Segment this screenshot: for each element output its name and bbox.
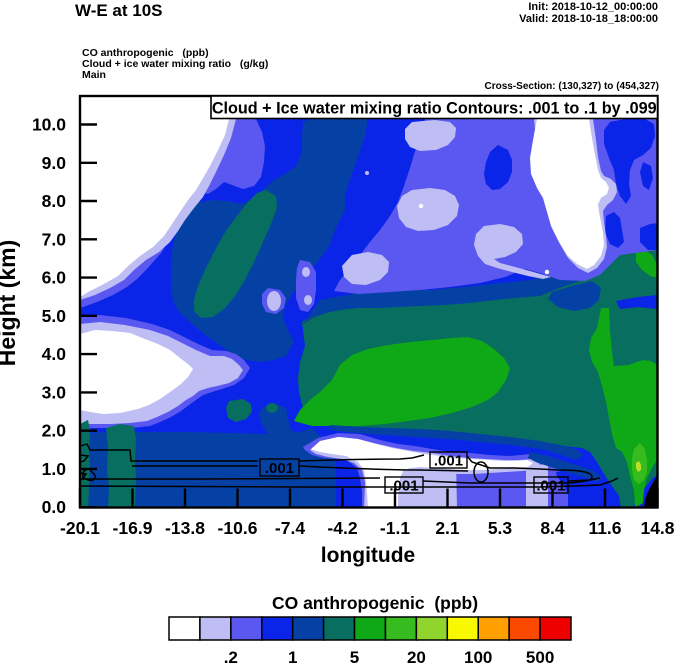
svg-text:7.0: 7.0	[42, 229, 67, 249]
svg-text:5: 5	[350, 648, 359, 667]
svg-text:10.0: 10.0	[32, 115, 66, 135]
svg-text:2.0: 2.0	[42, 421, 67, 441]
svg-text:2.1: 2.1	[435, 518, 460, 538]
svg-text:Valid: 2018-10-18_18:00:00: Valid: 2018-10-18_18:00:00	[519, 13, 658, 25]
svg-text:4.0: 4.0	[42, 344, 67, 364]
svg-text:5.0: 5.0	[42, 306, 67, 326]
svg-text:.001: .001	[434, 453, 463, 470]
svg-text:9.0: 9.0	[42, 153, 67, 173]
svg-text:500: 500	[526, 648, 554, 667]
svg-text:.001: .001	[265, 460, 294, 477]
svg-text:-13.8: -13.8	[165, 518, 205, 538]
svg-text:3.0: 3.0	[42, 382, 67, 402]
svg-text:-4.2: -4.2	[327, 518, 357, 538]
svg-text:20: 20	[407, 648, 426, 667]
svg-text:Height (km): Height (km)	[0, 240, 20, 367]
svg-text:.2: .2	[224, 648, 238, 667]
svg-text:1.0: 1.0	[42, 459, 67, 479]
svg-text:100: 100	[464, 648, 492, 667]
svg-text:Cloud + ice water mixing ratio: Cloud + ice water mixing ratio (g/kg)	[82, 58, 268, 70]
svg-text:11.6: 11.6	[588, 518, 621, 538]
svg-text:14.8: 14.8	[640, 518, 674, 538]
svg-text:Cross-Section: (130,327) to (4: Cross-Section: (130,327) to (454,327)	[484, 81, 659, 92]
svg-text:-1.1: -1.1	[380, 518, 410, 538]
svg-text:6.0: 6.0	[42, 268, 67, 288]
svg-text:Main: Main	[82, 69, 106, 81]
svg-text:longitude: longitude	[321, 544, 415, 567]
svg-text:CO anthropogenic (ppb): CO anthropogenic (ppb)	[272, 593, 478, 613]
svg-text:CO anthropogenic (ppb): CO anthropogenic (ppb)	[82, 47, 209, 59]
svg-text:-10.6: -10.6	[218, 518, 258, 538]
svg-text:.001: .001	[536, 478, 565, 495]
svg-text:8.0: 8.0	[42, 191, 67, 211]
svg-text:Cloud + Ice water mixing ratio: Cloud + Ice water mixing ratio Contours:…	[212, 100, 657, 118]
svg-text:W-E at 10S: W-E at 10S	[75, 1, 163, 20]
svg-text:-7.4: -7.4	[275, 518, 305, 538]
svg-text:1: 1	[288, 648, 297, 667]
svg-text:8.4: 8.4	[540, 518, 565, 538]
svg-text:Init: 2018-10-12_00:00:00: Init: 2018-10-12_00:00:00	[528, 1, 658, 13]
svg-text:.001: .001	[389, 478, 418, 495]
svg-text:0.0: 0.0	[42, 497, 67, 517]
svg-text:-16.9: -16.9	[113, 518, 153, 538]
svg-text:-20.1: -20.1	[60, 518, 100, 538]
svg-text:5.3: 5.3	[488, 518, 513, 538]
